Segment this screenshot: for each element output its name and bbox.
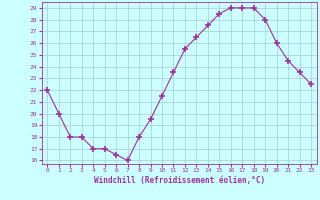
X-axis label: Windchill (Refroidissement éolien,°C): Windchill (Refroidissement éolien,°C) [94,176,265,185]
